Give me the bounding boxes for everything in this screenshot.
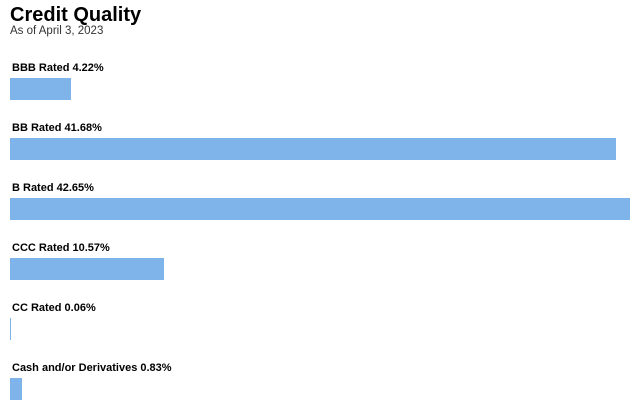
chart-subtitle: As of April 3, 2023 (10, 25, 104, 37)
bar (10, 138, 616, 160)
bar (10, 378, 23, 400)
bar (10, 318, 11, 340)
bar-label: CCC Rated 10.57% (12, 242, 110, 254)
bar (10, 198, 630, 220)
bar-label: B Rated 42.65% (12, 182, 94, 194)
bar-label: CC Rated 0.06% (12, 302, 96, 314)
bar (10, 258, 164, 280)
chart-title: Credit Quality (10, 4, 142, 26)
bar-label: BB Rated 41.68% (12, 122, 102, 134)
bar (10, 78, 72, 100)
bar-label: Cash and/or Derivatives 0.83% (12, 362, 172, 374)
bar-label: BBB Rated 4.22% (12, 62, 104, 74)
